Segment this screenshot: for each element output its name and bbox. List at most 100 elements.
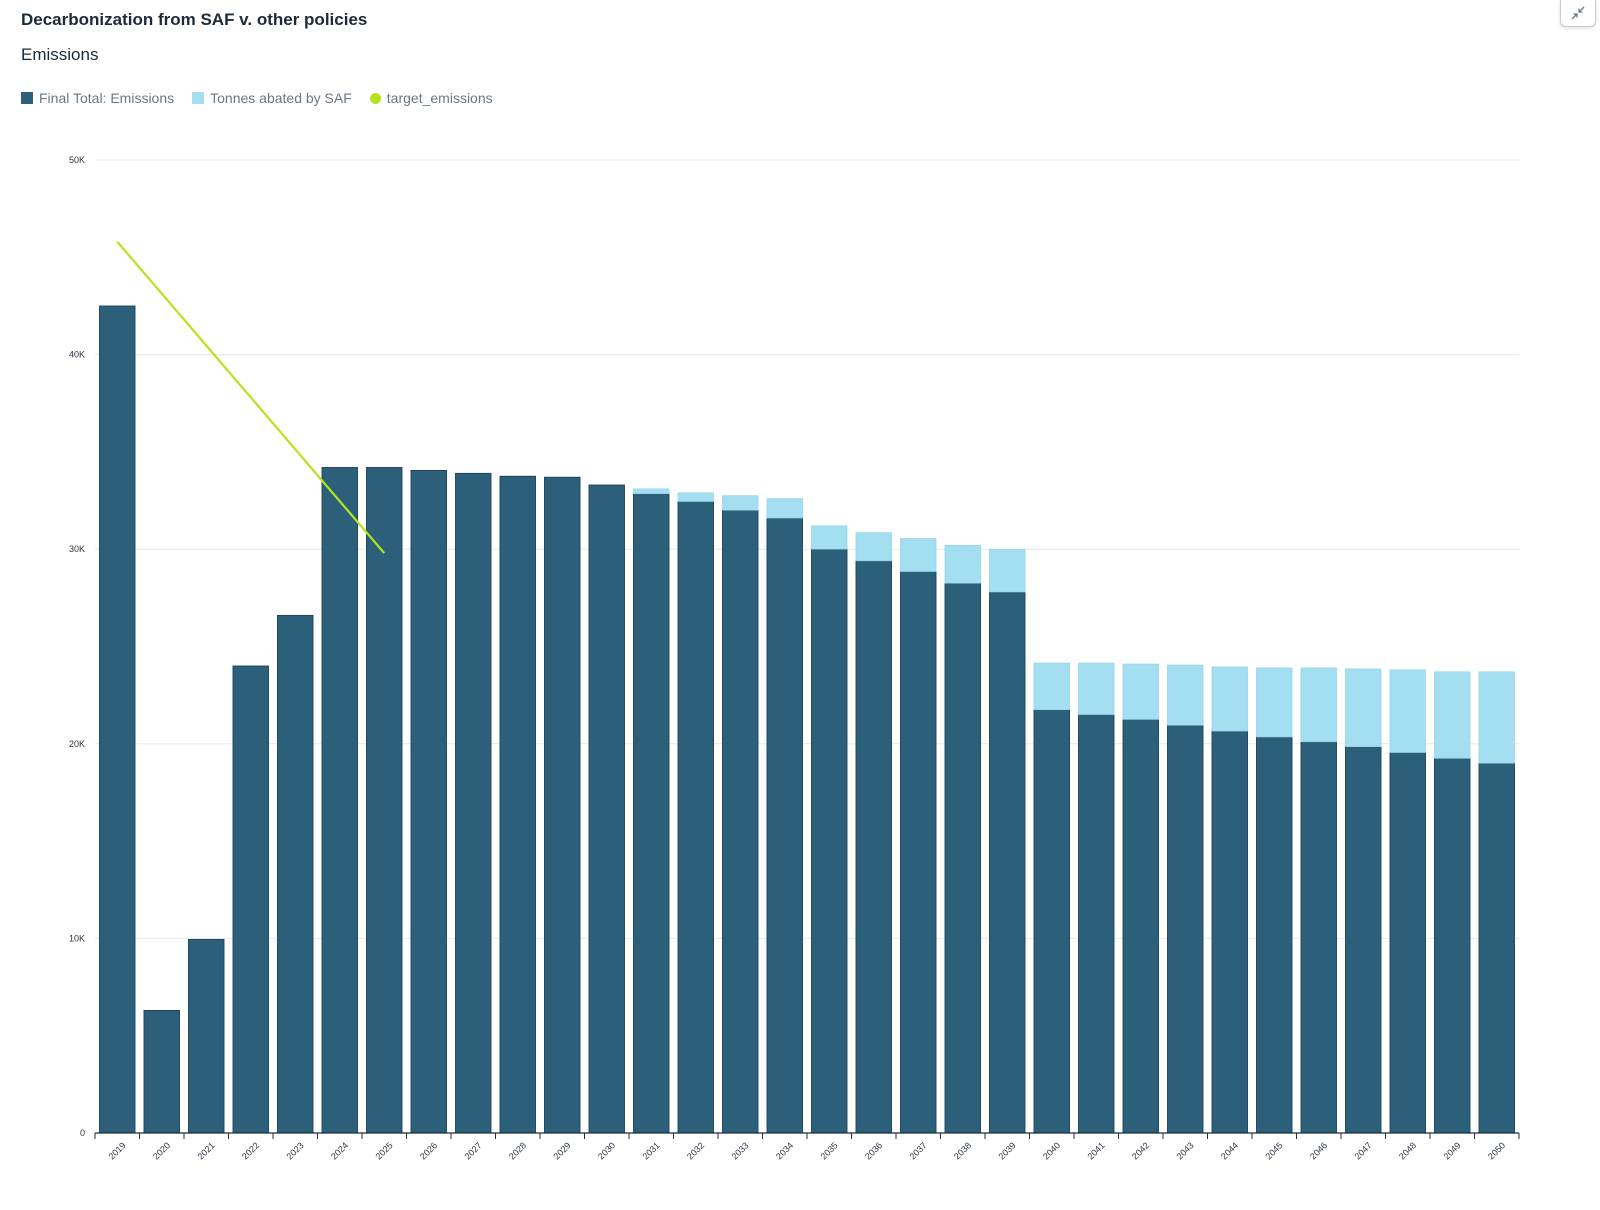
x-tick-label: 2031 [641, 1140, 662, 1161]
x-tick-label: 2023 [285, 1140, 306, 1161]
collapse-icon [1571, 6, 1585, 20]
bar-saf [1167, 664, 1204, 726]
bar-emissions [99, 305, 136, 1134]
legend: Final Total: Emissions Tonnes abated by … [21, 90, 511, 106]
bar-emissions [321, 467, 358, 1134]
bar-emissions [1122, 719, 1159, 1134]
bar-emissions [1167, 724, 1204, 1134]
bar-emissions [677, 501, 714, 1134]
legend-label-saf: Tonnes abated by SAF [210, 90, 352, 106]
chart-title: Decarbonization from SAF v. other polici… [21, 10, 368, 29]
bar-emissions [143, 1010, 180, 1134]
x-tick-label: 2020 [151, 1140, 172, 1161]
bar-saf [633, 488, 670, 495]
bar-emissions [499, 475, 536, 1134]
bar-saf [1345, 668, 1382, 748]
legend-item-target[interactable]: target_emissions [369, 90, 493, 106]
bar-emissions [1033, 709, 1070, 1134]
y-tick-label: 0 [80, 1128, 85, 1138]
bar-saf [989, 548, 1026, 593]
bar-emissions [855, 560, 892, 1134]
bar-saf [1434, 671, 1471, 759]
bar-emissions [900, 571, 937, 1134]
x-tick-label: 2034 [774, 1140, 795, 1161]
y-tick-label: 20K [69, 739, 85, 749]
bar-saf [900, 538, 937, 572]
bar-emissions [232, 665, 269, 1134]
bar-emissions [277, 614, 314, 1134]
x-tick-label: 2038 [952, 1140, 973, 1161]
bar-emissions [944, 582, 981, 1134]
x-tick-label: 2042 [1130, 1140, 1151, 1161]
bar-saf [1211, 666, 1248, 732]
bar-emissions [1345, 746, 1382, 1134]
bar-emissions [1478, 762, 1515, 1134]
legend-swatch-saf [192, 92, 205, 104]
bar-emissions [1256, 736, 1293, 1134]
x-tick-label: 2019 [107, 1140, 128, 1161]
bar-saf [1478, 671, 1515, 764]
x-tick-label: 2047 [1353, 1140, 1374, 1161]
bar-emissions [766, 517, 803, 1134]
x-tick-label: 2044 [1219, 1140, 1240, 1161]
legend-label-target: target_emissions [386, 90, 493, 106]
bar-emissions [188, 938, 225, 1134]
x-tick-label: 2033 [730, 1140, 751, 1161]
bar-emissions [1300, 741, 1337, 1134]
legend-item-emissions[interactable]: Final Total: Emissions [21, 90, 174, 106]
x-tick-label: 2028 [507, 1140, 528, 1161]
bar-saf [722, 495, 759, 511]
x-tick-label: 2036 [863, 1140, 884, 1161]
bar-emissions [811, 548, 848, 1134]
x-tick-label: 2029 [552, 1140, 573, 1161]
bar-saf [1389, 669, 1426, 753]
x-tick-label: 2021 [196, 1140, 217, 1161]
x-tick-label: 2027 [463, 1140, 484, 1161]
bar-saf [855, 532, 892, 562]
bar-emissions [366, 467, 403, 1134]
bar-emissions [588, 484, 625, 1134]
x-tick-label: 2043 [1175, 1140, 1196, 1161]
y-tick-label: 30K [69, 544, 85, 554]
y-tick-label: 10K [69, 933, 85, 943]
bar-saf [1300, 667, 1337, 743]
bar-emissions [410, 469, 447, 1134]
x-tick-label: 2039 [997, 1140, 1018, 1161]
bar-saf [1122, 663, 1159, 720]
x-tick-label: 2030 [596, 1140, 617, 1161]
legend-swatch-emissions [21, 92, 33, 104]
collapse-button[interactable] [1560, 0, 1596, 27]
x-tick-label: 2032 [685, 1140, 706, 1161]
bar-emissions [1211, 730, 1248, 1134]
bar-emissions [544, 476, 581, 1134]
bar-saf [1078, 662, 1115, 715]
x-tick-label: 2035 [819, 1140, 840, 1161]
chart-subtitle: Emissions [21, 45, 99, 64]
legend-dot-target [369, 92, 381, 104]
x-tick-label: 2050 [1486, 1140, 1507, 1161]
bar-saf [1256, 667, 1293, 738]
bar-emissions [722, 509, 759, 1134]
y-tick-label: 50K [69, 155, 85, 165]
x-tick-label: 2049 [1442, 1140, 1463, 1161]
bar-saf [944, 545, 981, 584]
bar-saf [1033, 662, 1070, 711]
bar-emissions [989, 591, 1026, 1134]
x-tick-label: 2045 [1264, 1140, 1285, 1161]
x-tick-label: 2037 [908, 1140, 929, 1161]
legend-label-emissions: Final Total: Emissions [39, 90, 175, 106]
target-emissions-line [116, 241, 386, 554]
bar-emissions [1434, 757, 1471, 1134]
x-tick-label: 2026 [418, 1140, 439, 1161]
x-tick-label: 2046 [1308, 1140, 1329, 1161]
bar-saf [677, 492, 714, 502]
x-tick-label: 2024 [329, 1140, 350, 1161]
x-tick-label: 2041 [1086, 1140, 1107, 1161]
x-tick-label: 2025 [374, 1140, 395, 1161]
bar-saf [811, 525, 848, 550]
bar-emissions [1389, 752, 1426, 1134]
legend-item-saf[interactable]: Tonnes abated by SAF [192, 90, 352, 106]
bar-emissions [633, 493, 670, 1134]
bar-emissions [1078, 714, 1115, 1134]
